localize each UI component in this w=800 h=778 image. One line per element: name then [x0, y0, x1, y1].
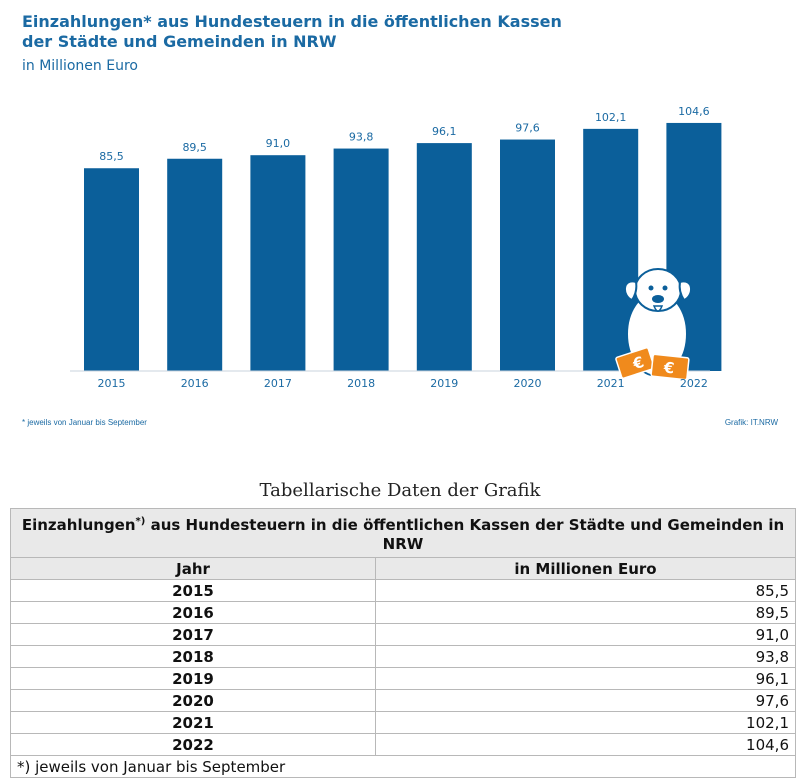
- x-tick-label: 2017: [264, 377, 292, 390]
- column-header-year: Jahr: [10, 557, 376, 580]
- table-title-rest: aus Hundesteuern in die öffentlichen Kas…: [145, 516, 785, 553]
- table-cell-value: 89,5: [375, 601, 796, 624]
- data-label: 89,5: [182, 141, 207, 154]
- x-tick-label: 2022: [680, 377, 708, 390]
- table-note: *) jeweils von Januar bis September: [10, 755, 796, 778]
- table-note-row: *) jeweils von Januar bis September: [10, 755, 796, 778]
- data-label: 102,1: [595, 111, 627, 124]
- data-label: 96,1: [432, 125, 457, 138]
- table-row: 2021 102,1: [10, 711, 796, 734]
- bar-2017: [250, 155, 306, 371]
- table-cell-year: 2019: [10, 667, 376, 690]
- table-row: 2016 89,5: [10, 601, 796, 624]
- dog-mascot-icon: € €: [615, 268, 692, 381]
- table-cell-year: 2021: [10, 711, 376, 734]
- bar-2015: [84, 168, 139, 371]
- table-cell-value: 85,5: [375, 579, 796, 602]
- svg-text:€: €: [662, 358, 675, 377]
- table-row: 2022 104,6: [10, 733, 796, 756]
- chart-subtitle: in Millionen Euro: [22, 58, 138, 74]
- table-title: Einzahlungen*) aus Hundesteuern in die ö…: [10, 508, 796, 558]
- svg-text:€: €: [630, 353, 646, 374]
- column-header-value: in Millionen Euro: [375, 557, 796, 580]
- x-tick-label: 2019: [430, 377, 458, 390]
- table-row: 2017 91,0: [10, 623, 796, 646]
- chart-footnote: * jeweils von Januar bis September: [22, 418, 147, 427]
- chart-source: Grafik: IT.NRW: [724, 418, 778, 427]
- table-cell-value: 96,1: [375, 667, 796, 690]
- table-cell-year: 2017: [10, 623, 376, 646]
- table-caption: Tabellarische Daten der Grafik: [259, 480, 541, 501]
- x-tick-label: 2021: [597, 377, 625, 390]
- bars-group: 85,5 89,5 91,0 93,8 96,1 97,6 102,1 104,6: [84, 105, 722, 371]
- table-cell-value: 93,8: [375, 645, 796, 668]
- data-table: Einzahlungen*) aus Hundesteuern in die ö…: [10, 508, 796, 778]
- data-label: 85,5: [99, 150, 124, 163]
- bar-chart: 85,5 89,5 91,0 93,8 96,1 97,6 102,1 104,6 € € 2…: [70, 105, 722, 390]
- x-tick-label: 2016: [181, 377, 209, 390]
- table-row: 2015 85,5: [10, 579, 796, 602]
- table-cell-value: 104,6: [375, 733, 796, 756]
- table-cell-value: 91,0: [375, 623, 796, 646]
- table-row: 2020 97,6: [10, 689, 796, 712]
- table-row: 2019 96,1: [10, 667, 796, 690]
- table-title-sup: *): [135, 516, 146, 527]
- table-cell-year: 2020: [10, 689, 376, 712]
- chart-title-line-1: Einzahlungen* aus Hundesteuern in die öf…: [22, 12, 562, 31]
- table-row: 2018 93,8: [10, 645, 796, 668]
- x-tick-label: 2015: [98, 377, 126, 390]
- table-cell-value: 102,1: [375, 711, 796, 734]
- data-label: 97,6: [515, 122, 540, 135]
- table-cell-year: 2022: [10, 733, 376, 756]
- chart-title-line-2: der Städte und Gemeinden in NRW: [22, 32, 337, 51]
- table-body: 2015 85,5 2016 89,5 2017 91,0 2018 93,8 2019 96,1…: [10, 579, 796, 756]
- x-tick-label: 2018: [347, 377, 375, 390]
- table-title-main: Einzahlungen: [21, 516, 136, 534]
- chart-title: Einzahlungen* aus Hundesteuern in die öf…: [22, 12, 562, 52]
- table-cell-year: 2018: [10, 645, 376, 668]
- data-label: 93,8: [349, 131, 374, 144]
- table-cell-value: 97,6: [375, 689, 796, 712]
- table-title-row: Einzahlungen*) aus Hundesteuern in die ö…: [10, 508, 796, 558]
- table-cell-year: 2016: [10, 601, 376, 624]
- bar-2019: [416, 143, 472, 371]
- data-label: 91,0: [266, 137, 291, 150]
- bar-2020: [500, 139, 555, 371]
- table-header-row: Jahr in Millionen Euro: [10, 557, 796, 580]
- euro-notes-icon: € €: [615, 347, 690, 381]
- table-cell-year: 2015: [10, 579, 376, 602]
- data-label: 104,6: [678, 105, 710, 118]
- x-tick-label: 2020: [514, 377, 542, 390]
- bar-2018: [333, 148, 389, 371]
- bar-2016: [167, 158, 223, 371]
- x-tick-labels: 2015 2016 2017 2018 2019 2020 2021 2022: [98, 377, 708, 390]
